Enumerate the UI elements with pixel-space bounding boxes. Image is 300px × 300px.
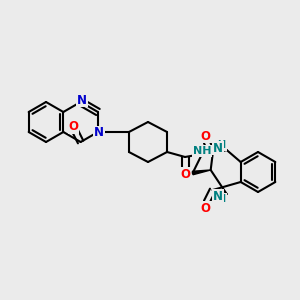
Text: O: O	[201, 130, 211, 142]
Text: N: N	[213, 142, 223, 154]
Text: N: N	[213, 190, 223, 202]
Text: H: H	[218, 140, 226, 150]
Text: O: O	[68, 120, 79, 133]
Text: NH: NH	[193, 146, 211, 156]
Text: O: O	[180, 167, 190, 181]
Text: H: H	[218, 194, 226, 204]
Text: N: N	[94, 127, 104, 140]
Text: O: O	[201, 202, 211, 214]
Text: N: N	[76, 94, 87, 106]
Polygon shape	[192, 170, 211, 175]
